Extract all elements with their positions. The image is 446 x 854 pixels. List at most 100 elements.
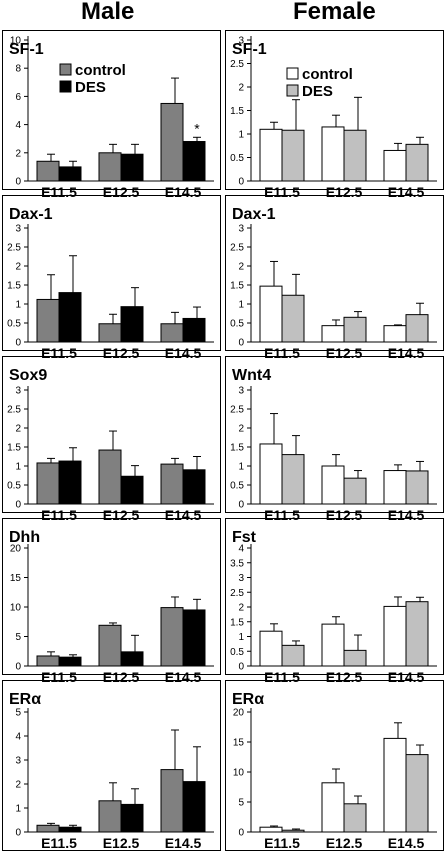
male-sox9-title: Sox9 [9, 367, 47, 384]
female-wnt4-y-tick-label: 2 [238, 424, 244, 435]
female-wnt4-y-tick-label: 3 [238, 386, 244, 397]
male-sox9-y-tick-label: 1 [15, 462, 21, 473]
male-era-y-tick-label: 0 [15, 828, 21, 839]
female-dax1-bar-control [259, 285, 283, 343]
male-sf1-bar-des [182, 141, 206, 182]
male-sf1-x-label: E12.5 [103, 184, 140, 200]
male-sox9-bar-des [58, 460, 82, 505]
female-fst-y-tick-label: 2.5 [230, 588, 244, 599]
male-heading: Male [81, 0, 135, 25]
male-sox9-y-tick-label: 0 [15, 500, 21, 511]
female-fst-bar-control [259, 630, 283, 667]
female-fst-y-tick-label: 2 [238, 603, 244, 614]
female-wnt4-y-tick-label: 0.5 [230, 481, 244, 492]
female-sf1-legend-label: DES [302, 83, 333, 100]
male-sf1-bar-control [160, 102, 184, 182]
female-wnt4-bar-control [321, 465, 345, 505]
female-era-y-tick-label: 5 [238, 798, 244, 809]
female-sf1-frame [225, 30, 444, 190]
male-dhh-y-tick-label: 20 [10, 544, 22, 555]
male-era-x-label: E12.5 [103, 835, 140, 851]
female-fst-y-tick-label: 3 [238, 573, 244, 584]
male-dax1-y-tick-label: 0 [15, 338, 21, 349]
female-sf1-y-tick-label: 1.5 [230, 106, 244, 117]
male-dax1-bar-des [120, 306, 144, 343]
female-wnt4-bar-control [259, 443, 283, 505]
male-sox9-y-tick-label: 0.5 [7, 481, 21, 492]
female-dax1-y-tick-label: 2.5 [230, 243, 244, 254]
male-dax1-frame [2, 195, 221, 351]
female-sf1-y-tick-label: 1 [238, 130, 244, 141]
male-sf1-frame [2, 30, 221, 190]
female-sf1-bar-control [383, 149, 407, 182]
female-fst-y-tick-label: 0.5 [230, 647, 244, 658]
male-sf1-y-tick-label: 10 [10, 36, 22, 47]
male-sox9-frame [2, 356, 221, 513]
female-fst-y-tick-label: 1.5 [230, 617, 244, 628]
female-era-bar-control [383, 737, 407, 833]
female-sf1-x-label: E12.5 [326, 184, 363, 200]
male-dhh-y-tick-label: 10 [10, 603, 22, 614]
female-sf1-bar-des [343, 129, 367, 182]
male-dhh-bar-control [36, 655, 60, 667]
male-era-y-tick-label: 1 [15, 804, 21, 815]
female-sf1-bar-des [281, 129, 305, 182]
female-fst-title: Fst [232, 529, 257, 546]
male-dhh-bar-control [98, 624, 122, 667]
female-dax1-y-tick-label: 1 [238, 300, 244, 311]
male-sox9-y-tick-label: 3 [15, 386, 21, 397]
male-sf1-y-tick-label: 4 [15, 120, 21, 131]
male-sf1-title: SF-1 [9, 41, 44, 58]
female-fst-x-label: E14.5 [388, 669, 425, 685]
male-sf1-bar-des [120, 153, 144, 182]
male-era-y-tick-label: 5 [15, 708, 21, 719]
male-dax1-bar-des [58, 292, 82, 343]
female-wnt4-y-tick-label: 1.5 [230, 443, 244, 454]
female-dax1-bar-des [405, 314, 429, 343]
female-era-x-label: E11.5 [264, 835, 300, 851]
male-dhh-x-label: E11.5 [41, 669, 77, 685]
female-era-bar-des [281, 829, 305, 833]
male-sox9-y-tick-label: 2 [15, 424, 21, 435]
female-sf1-legend-label: control [302, 66, 353, 83]
male-sf1-legend-swatch-control [59, 63, 72, 76]
male-dax1-y-tick-label: 2.5 [7, 243, 21, 254]
female-wnt4-x-label: E14.5 [388, 507, 425, 523]
male-sf1-legend-swatch-des [59, 80, 72, 93]
female-fst-bar-control [321, 623, 345, 667]
male-sf1-bar-control [36, 160, 60, 182]
female-sf1-title: SF-1 [232, 41, 267, 58]
female-era-x-label: E14.5 [388, 835, 425, 851]
male-sox9-y-tick-label: 1.5 [7, 443, 21, 454]
female-era-bar-des [343, 803, 367, 833]
female-sf1-x-label: E11.5 [264, 184, 300, 200]
male-era-bar-des [182, 781, 206, 833]
female-fst-y-tick-label: 0 [238, 662, 244, 673]
male-dax1-x-label: E12.5 [103, 345, 140, 361]
female-dax1-bar-des [343, 316, 367, 343]
male-dhh-title: Dhh [9, 529, 40, 546]
female-era-title: ERα [232, 691, 264, 708]
female-dax1-frame [225, 195, 444, 351]
female-era-x-label: E12.5 [326, 835, 363, 851]
male-sf1-y-tick-label: 0 [15, 177, 21, 188]
male-sf1-y-tick-label: 8 [15, 64, 21, 75]
male-sox9-bar-control [160, 463, 184, 505]
male-sox9-bar-des [182, 469, 206, 505]
male-sf1-x-label: E11.5 [41, 184, 77, 200]
female-wnt4-x-label: E12.5 [326, 507, 363, 523]
female-fst-x-label: E12.5 [326, 669, 363, 685]
female-fst-y-tick-label: 3.5 [230, 558, 244, 569]
male-dhh-x-label: E12.5 [103, 669, 140, 685]
male-era-bar-des [58, 826, 82, 833]
male-dhh-x-label: E14.5 [165, 669, 202, 685]
female-wnt4-x-label: E11.5 [264, 507, 300, 523]
female-sf1-x-label: E14.5 [388, 184, 425, 200]
male-era-title: ERα [9, 691, 41, 708]
female-fst-x-label: E11.5 [264, 669, 300, 685]
female-dax1-y-tick-label: 1.5 [230, 281, 244, 292]
female-dax1-y-tick-label: 0.5 [230, 319, 244, 330]
male-dax1-bar-des [182, 317, 206, 343]
male-sf1-significance-mark: * [194, 120, 200, 136]
male-sf1-bar-des [58, 166, 82, 182]
